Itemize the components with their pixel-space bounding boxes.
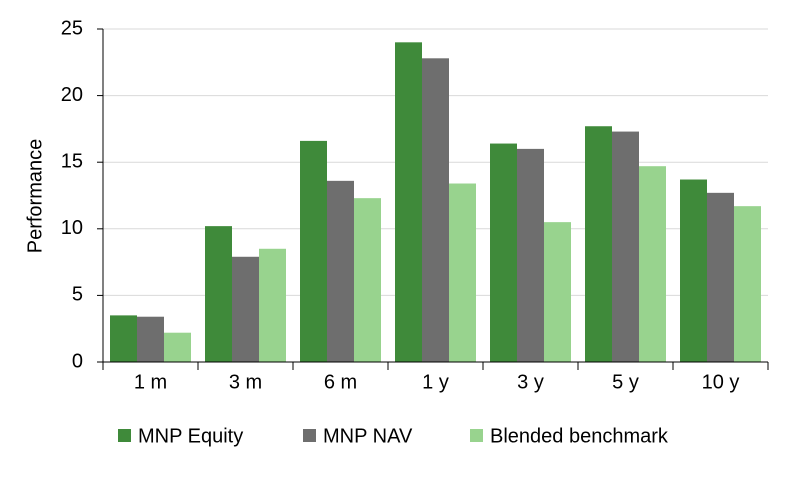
y-axis-label: Performance (24, 139, 46, 254)
legend-label: MNP NAV (323, 425, 413, 447)
bar (422, 58, 449, 362)
y-tick-label: 15 (61, 150, 83, 172)
y-tick-label: 0 (72, 350, 83, 372)
bar (734, 206, 761, 362)
x-tick-label: 3 m (229, 371, 262, 393)
bar (639, 166, 666, 362)
x-tick-label: 1 y (422, 371, 449, 393)
y-tick-label: 20 (61, 84, 83, 106)
bar (680, 179, 707, 362)
bar (612, 131, 639, 362)
y-tick-label: 25 (61, 17, 83, 39)
bar (490, 143, 517, 362)
bar (395, 42, 422, 362)
bar (137, 316, 164, 362)
bar (110, 315, 137, 362)
bar (354, 198, 381, 362)
bar (517, 148, 544, 362)
legend-swatch (118, 429, 131, 442)
y-tick-label: 10 (61, 217, 83, 239)
bar (449, 183, 476, 362)
bar (205, 226, 232, 362)
bar (707, 192, 734, 362)
legend-swatch (303, 429, 316, 442)
bar (259, 248, 286, 362)
legend-label: MNP Equity (138, 425, 243, 447)
bar (544, 222, 571, 362)
x-tick-label: 6 m (324, 371, 357, 393)
x-tick-label: 1 m (134, 371, 167, 393)
legend-label: Blended benchmark (490, 425, 669, 447)
bar (164, 332, 191, 362)
bar (327, 180, 354, 362)
x-tick-label: 10 y (702, 371, 740, 393)
y-tick-label: 5 (72, 284, 83, 306)
legend-swatch (470, 429, 483, 442)
x-tick-label: 3 y (517, 371, 544, 393)
bar (300, 140, 327, 362)
bar (232, 256, 259, 362)
x-tick-label: 5 y (612, 371, 639, 393)
bar (585, 126, 612, 363)
